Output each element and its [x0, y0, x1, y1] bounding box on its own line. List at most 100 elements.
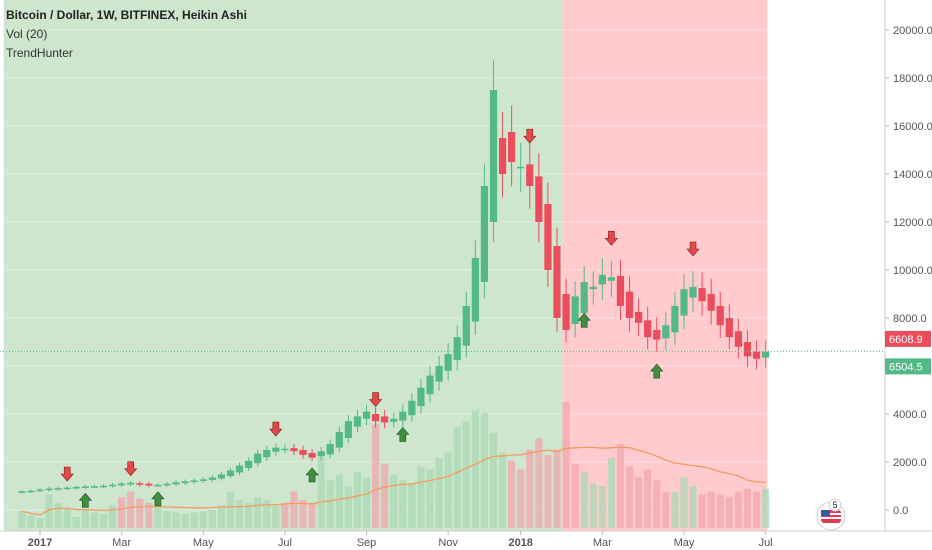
candle-body[interactable]	[589, 286, 597, 290]
volume-bar[interactable]	[689, 486, 697, 528]
volume-bar[interactable]	[417, 466, 425, 528]
volume-bar[interactable]	[707, 491, 715, 528]
candle-body[interactable]	[571, 296, 579, 324]
candle-body[interactable]	[498, 138, 507, 174]
candle-body[interactable]	[553, 246, 561, 318]
candle-body[interactable]	[136, 483, 144, 485]
candle-body[interactable]	[317, 451, 325, 457]
candle-body[interactable]	[734, 331, 742, 347]
candle-body[interactable]	[353, 416, 362, 427]
volume-bar[interactable]	[644, 469, 652, 528]
candle-body[interactable]	[480, 186, 489, 282]
candle-body[interactable]	[118, 483, 126, 486]
volume-bar[interactable]	[444, 452, 452, 528]
volume-bar[interactable]	[181, 514, 189, 528]
candle-body[interactable]	[335, 432, 343, 448]
candle-body[interactable]	[172, 482, 180, 485]
sell-signal-arrow-icon[interactable]	[124, 461, 138, 477]
volume-bar[interactable]	[99, 514, 108, 528]
volume-bar[interactable]	[589, 483, 597, 528]
candle-body[interactable]	[235, 465, 244, 473]
candle-body[interactable]	[517, 166, 525, 169]
volume-bar[interactable]	[743, 488, 752, 528]
volume-bar[interactable]	[263, 500, 271, 528]
candle-body[interactable]	[453, 337, 461, 360]
volume-bar[interactable]	[562, 402, 570, 528]
volume-bar[interactable]	[281, 502, 289, 528]
candle-body[interactable]	[580, 282, 588, 314]
volume-bar[interactable]	[517, 469, 525, 528]
volume-bar[interactable]	[81, 509, 89, 528]
volume-bar[interactable]	[725, 497, 733, 528]
candle-body[interactable]	[371, 414, 380, 422]
candle-body[interactable]	[54, 488, 62, 490]
candle-body[interactable]	[226, 470, 235, 477]
volume-bar[interactable]	[526, 449, 534, 528]
candle-body[interactable]	[326, 444, 334, 455]
volume-bar[interactable]	[335, 474, 343, 528]
candle-body[interactable]	[381, 416, 389, 423]
candle-body[interactable]	[653, 330, 661, 340]
buy-signal-arrow-icon[interactable]	[151, 491, 165, 507]
buy-signal-arrow-icon[interactable]	[650, 363, 664, 379]
candle-body[interactable]	[462, 306, 470, 346]
buy-signal-arrow-icon[interactable]	[305, 467, 319, 483]
candle-body[interactable]	[308, 453, 316, 458]
candle-body[interactable]	[45, 488, 53, 491]
candle-body[interactable]	[762, 351, 770, 358]
volume-bar[interactable]	[635, 477, 643, 528]
volume-bar[interactable]	[489, 432, 498, 528]
candle-body[interactable]	[399, 411, 407, 421]
buy-signal-arrow-icon[interactable]	[396, 426, 410, 442]
volume-bar[interactable]	[235, 500, 244, 528]
volume-bar[interactable]	[734, 491, 742, 528]
volume-bar[interactable]	[480, 413, 489, 528]
candle-body[interactable]	[290, 448, 298, 452]
volume-bar[interactable]	[317, 458, 325, 528]
volume-bar[interactable]	[390, 474, 398, 528]
volume-bar[interactable]	[571, 463, 579, 528]
candle-body[interactable]	[417, 387, 425, 407]
tradingview-logo-icon[interactable]: 5	[813, 496, 849, 532]
candle-body[interactable]	[154, 484, 162, 487]
candle-body[interactable]	[435, 366, 443, 382]
volume-bar[interactable]	[18, 511, 26, 528]
sell-signal-arrow-icon[interactable]	[686, 241, 700, 257]
volume-bar[interactable]	[308, 502, 316, 528]
candle-body[interactable]	[689, 286, 697, 298]
volume-bar[interactable]	[63, 508, 71, 528]
volume-bar[interactable]	[435, 458, 443, 528]
volume-bar[interactable]	[226, 491, 235, 528]
close-price-label[interactable]: 6504.5	[889, 361, 923, 373]
volume-bar[interactable]	[108, 505, 117, 528]
volume-bar[interactable]	[217, 505, 225, 528]
volume-bar[interactable]	[653, 480, 661, 528]
trendhunter-indicator-label[interactable]: TrendHunter	[6, 46, 73, 60]
candle-body[interactable]	[752, 351, 761, 359]
volume-bar[interactable]	[353, 472, 362, 528]
candle-body[interactable]	[544, 204, 552, 270]
candle-body[interactable]	[562, 294, 570, 330]
volume-bar[interactable]	[208, 509, 216, 528]
volume-bar[interactable]	[662, 491, 670, 528]
candle-body[interactable]	[245, 460, 253, 468]
candle-body[interactable]	[671, 306, 679, 333]
volume-bar[interactable]	[453, 427, 461, 528]
candle-body[interactable]	[27, 490, 35, 493]
candle-body[interactable]	[181, 481, 189, 484]
volume-bar[interactable]	[607, 458, 616, 528]
candle-body[interactable]	[254, 453, 262, 464]
volume-bar[interactable]	[127, 491, 135, 528]
volume-bar[interactable]	[381, 463, 389, 528]
candle-body[interactable]	[390, 418, 398, 422]
volume-bar[interactable]	[762, 488, 770, 528]
volume-bar[interactable]	[462, 421, 470, 528]
volume-bar[interactable]	[408, 483, 416, 528]
candle-body[interactable]	[272, 447, 280, 452]
volume-bar[interactable]	[145, 502, 153, 528]
volume-bar[interactable]	[90, 512, 99, 528]
candle-body[interactable]	[163, 483, 171, 486]
candle-body[interactable]	[707, 294, 715, 311]
volume-bar[interactable]	[553, 449, 561, 528]
